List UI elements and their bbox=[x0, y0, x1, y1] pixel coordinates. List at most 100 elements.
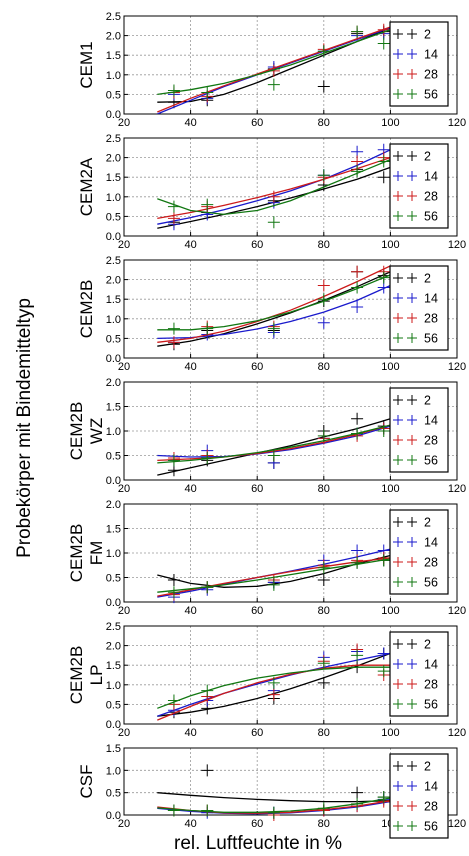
x-tick-label: 120 bbox=[448, 361, 466, 373]
legend-marker-28 bbox=[407, 679, 417, 689]
y-tick-label: 1.5 bbox=[106, 172, 121, 184]
data-point-56 bbox=[201, 322, 214, 335]
legend-marker-28 bbox=[393, 679, 403, 689]
legend-marker-56 bbox=[393, 211, 403, 221]
legend-marker-2 bbox=[407, 761, 417, 771]
y-tick-label: 0.0 bbox=[106, 109, 121, 121]
data-point-56 bbox=[201, 804, 214, 817]
legend-marker-56 bbox=[393, 89, 403, 99]
data-point-56 bbox=[201, 684, 214, 697]
legend-marker-56 bbox=[407, 455, 417, 465]
fit-curve-2 bbox=[157, 792, 391, 803]
y-tick-label: 2.0 bbox=[106, 641, 121, 653]
data-point-56 bbox=[351, 427, 364, 440]
data-point-2 bbox=[377, 171, 390, 184]
y-tick-label: 1.0 bbox=[106, 314, 121, 326]
panel-1: 20 40 60 80 100 120 0.0 0.5 1.0 1.5 2.0 2.5 CEM1 2 14 2… bbox=[77, 11, 466, 129]
y-tick-label: 2.0 bbox=[106, 31, 121, 43]
x-tick-label: 100 bbox=[381, 727, 399, 739]
fit-curve-56 bbox=[157, 558, 391, 593]
data-point-56 bbox=[377, 554, 390, 567]
x-tick-label: 60 bbox=[251, 361, 263, 373]
legend-label-2: 2 bbox=[424, 638, 431, 652]
data-point-2 bbox=[317, 573, 330, 586]
legend-label-2: 2 bbox=[424, 150, 431, 164]
legend-marker-28 bbox=[407, 801, 417, 811]
x-tick-label: 120 bbox=[448, 239, 466, 251]
x-tick-label: 40 bbox=[184, 483, 196, 495]
legend-marker-2 bbox=[393, 151, 403, 161]
x-tick-label: 100 bbox=[381, 361, 399, 373]
legend-box bbox=[389, 21, 449, 107]
data-point-56 bbox=[167, 804, 180, 817]
data-point-56 bbox=[351, 797, 364, 810]
x-tick-label: 40 bbox=[184, 117, 196, 129]
y-tick-label: 0.5 bbox=[106, 573, 121, 585]
x-tick-label: 20 bbox=[118, 361, 130, 373]
x-tick-label: 100 bbox=[381, 239, 399, 251]
legend-label-56: 56 bbox=[424, 698, 438, 712]
data-point-56 bbox=[351, 165, 364, 178]
data-point-56 bbox=[201, 581, 214, 594]
legend-label-56: 56 bbox=[424, 454, 438, 468]
legend-marker-28 bbox=[407, 313, 417, 323]
legend-label-28: 28 bbox=[424, 434, 438, 448]
legend-marker-56 bbox=[393, 821, 403, 831]
panel-label: WZ bbox=[87, 418, 106, 444]
data-point-28 bbox=[267, 190, 280, 203]
x-tick-label: 60 bbox=[251, 239, 263, 251]
legend-marker-14 bbox=[393, 781, 403, 791]
legend-marker-56 bbox=[407, 211, 417, 221]
y-tick-label: 2.0 bbox=[106, 499, 121, 511]
legend-marker-56 bbox=[407, 89, 417, 99]
fit-curve-2 bbox=[157, 271, 391, 347]
legend-label-28: 28 bbox=[424, 678, 438, 692]
y-tick-label: 1.0 bbox=[106, 680, 121, 692]
y-tick-label: 1.0 bbox=[106, 765, 121, 777]
panel-label: CEM2A bbox=[77, 157, 96, 216]
legend-label-2: 2 bbox=[424, 394, 431, 408]
legend-marker-28 bbox=[393, 191, 403, 201]
data-point-28 bbox=[377, 23, 390, 36]
legend-box bbox=[389, 509, 449, 595]
x-tick-label: 80 bbox=[318, 483, 330, 495]
panel-label: CEM1 bbox=[77, 41, 96, 88]
legend-marker-28 bbox=[393, 69, 403, 79]
x-tick-label: 20 bbox=[118, 727, 130, 739]
legend-label-14: 14 bbox=[424, 292, 438, 306]
legend-marker-56 bbox=[407, 821, 417, 831]
x-tick-label: 60 bbox=[251, 818, 263, 830]
legend-label-14: 14 bbox=[424, 170, 438, 184]
panel-3: 20 40 60 80 100 120 0.0 0.5 1.0 1.5 2.0 2.5 CEM2B 2 14… bbox=[77, 255, 466, 373]
x-tick-label: 40 bbox=[184, 605, 196, 617]
fit-curve-56 bbox=[157, 666, 391, 709]
legend-label-2: 2 bbox=[424, 516, 431, 530]
data-point-56 bbox=[267, 578, 280, 591]
panel-label: CEM2B bbox=[67, 524, 86, 583]
legend-marker-2 bbox=[393, 761, 403, 771]
y-tick-label: 2.5 bbox=[106, 133, 121, 145]
x-tick-label: 100 bbox=[381, 117, 399, 129]
legend-box bbox=[389, 265, 449, 351]
data-point-56 bbox=[267, 806, 280, 819]
y-tick-label: 1.0 bbox=[106, 192, 121, 204]
panel-2: 20 40 60 80 100 120 0.0 0.5 1.0 1.5 2.0 2.5 CEM2A 2 14… bbox=[77, 133, 466, 251]
legend-label-14: 14 bbox=[424, 658, 438, 672]
legend-marker-2 bbox=[407, 29, 417, 39]
y-tick-label: 0.0 bbox=[106, 231, 121, 243]
legend-marker-14 bbox=[407, 293, 417, 303]
y-tick-label: 2.5 bbox=[106, 255, 121, 267]
data-point-14 bbox=[377, 647, 390, 660]
y-tick-label: 1.5 bbox=[106, 660, 121, 672]
data-point-56 bbox=[317, 657, 330, 670]
y-tick-label: 0.5 bbox=[106, 89, 121, 101]
y-tick-label: 0.0 bbox=[106, 597, 121, 609]
panel-label: CEM2B bbox=[67, 646, 86, 705]
panel-label: LP bbox=[87, 665, 106, 686]
data-point-28 bbox=[351, 265, 364, 278]
legend-label-28: 28 bbox=[424, 190, 438, 204]
legend-label-14: 14 bbox=[424, 48, 438, 62]
x-tick-label: 80 bbox=[318, 727, 330, 739]
legend-marker-28 bbox=[407, 69, 417, 79]
